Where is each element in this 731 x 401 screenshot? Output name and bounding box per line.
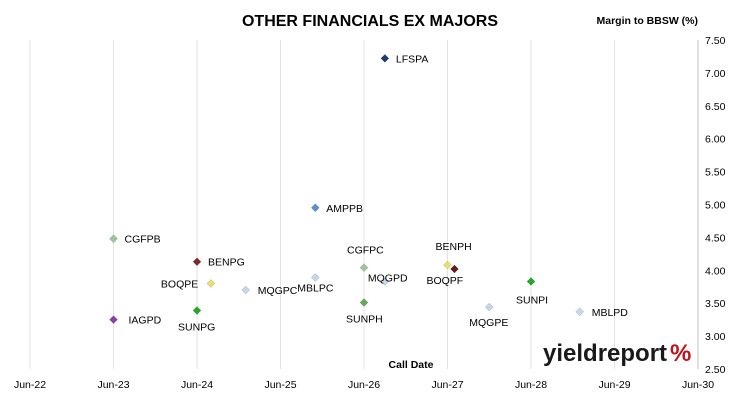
data-point-mblpd — [575, 307, 585, 317]
x-axis-label: Call Date — [389, 359, 434, 371]
data-point-mqgpd — [380, 277, 390, 286]
point-label-cgfpb: CGFPB — [125, 234, 161, 246]
x-tick-label: Jun-26 — [348, 379, 380, 391]
y-tick-label: 4.50 — [705, 232, 726, 244]
point-label-sunpi: SUNPI — [516, 294, 548, 306]
point-label-benph: BENPH — [436, 241, 472, 253]
point-label-sunpg: SUNPG — [178, 321, 215, 333]
chart-title: OTHER FINANCIALS EX MAJORS — [242, 13, 498, 30]
point-label-cgfpc: CGFPC — [347, 245, 384, 257]
data-point-lfspa — [380, 54, 390, 63]
point-label-mqgpe: MQGPE — [469, 317, 508, 329]
y-tick-label: 5.00 — [705, 200, 726, 212]
point-label-benpg: BENPG — [208, 257, 245, 269]
y-tick-label: 6.00 — [705, 134, 726, 146]
point-label-mblpd: MBLPD — [592, 307, 629, 319]
data-point-benpg — [192, 257, 202, 267]
x-tick-label: Jun-25 — [264, 379, 296, 391]
yieldreport-logo: yieldreport % — [543, 340, 691, 367]
data-point-mblpc — [310, 273, 320, 282]
y-tick-label: 7.00 — [705, 68, 726, 80]
point-label-mblpc: MBLPC — [297, 283, 334, 295]
grid-lines — [29, 40, 615, 369]
data-point-boqpe — [206, 279, 216, 288]
x-tick-label: Jun-22 — [14, 379, 46, 391]
y-tick-label: 5.50 — [705, 167, 726, 179]
data-point-cgfpb — [109, 234, 118, 244]
point-label-boqpe: BOQPE — [161, 278, 198, 290]
data-point-sunpi — [526, 277, 536, 286]
y-tick-label: 7.50 — [705, 35, 726, 47]
y-tick-label: 6.50 — [705, 101, 726, 113]
x-tick-labels: Jun-22 Jun-23 Jun-24 Jun-25 Jun-26 Jun-27 Jun-… — [14, 379, 714, 391]
data-point-iagpd — [109, 315, 118, 325]
y-tick-labels: 2.50 3.00 3.50 4.00 4.50 5.00 5.50 6.00 6.50 7.00… — [705, 35, 726, 376]
point-label-mqgpd: MQGPD — [368, 272, 408, 284]
x-tick-label: Jun-24 — [181, 379, 213, 391]
data-points — [109, 54, 585, 325]
point-label-mqgpc: MQGPC — [258, 285, 298, 297]
y-tick-label: 3.50 — [705, 298, 726, 310]
logo-wordmark: yieldreport — [543, 340, 667, 367]
data-point-sunph — [359, 298, 369, 307]
data-point-sunpg — [192, 306, 202, 315]
point-label-lfspa: LFSPA — [396, 53, 428, 65]
point-label-amppb: AMPPB — [326, 203, 363, 215]
x-tick-label: Jun-28 — [515, 379, 547, 391]
data-point-amppb — [310, 203, 320, 213]
y-tick-label: 4.00 — [705, 265, 726, 277]
point-labels: LFSPA AMPPB CGFPB BENPG CGFPC BENPH BOQPF MQGPD… — [125, 53, 629, 333]
x-tick-label: Jun-23 — [97, 379, 129, 391]
data-point-boqpf — [450, 264, 459, 274]
data-point-benph — [443, 260, 452, 270]
data-point-mqgpc — [241, 285, 251, 295]
y-tick-label: 3.00 — [705, 331, 726, 343]
data-point-mqgpe — [484, 302, 494, 312]
y-tick-label: 2.50 — [705, 364, 726, 376]
point-label-sunph: SUNPH — [346, 314, 383, 326]
point-label-boqpf: BOQPF — [426, 275, 463, 287]
x-tick-label: Jun-27 — [431, 379, 463, 391]
x-tick-label: Jun-29 — [598, 379, 630, 391]
logo-percent-symbol: % — [670, 340, 691, 367]
y-axis-label: Margin to BBSW (%) — [597, 15, 699, 27]
x-tick-label: Jun-30 — [682, 379, 714, 391]
point-label-iagpd: IAGPD — [129, 315, 162, 327]
data-point-cgfpc — [359, 263, 369, 273]
